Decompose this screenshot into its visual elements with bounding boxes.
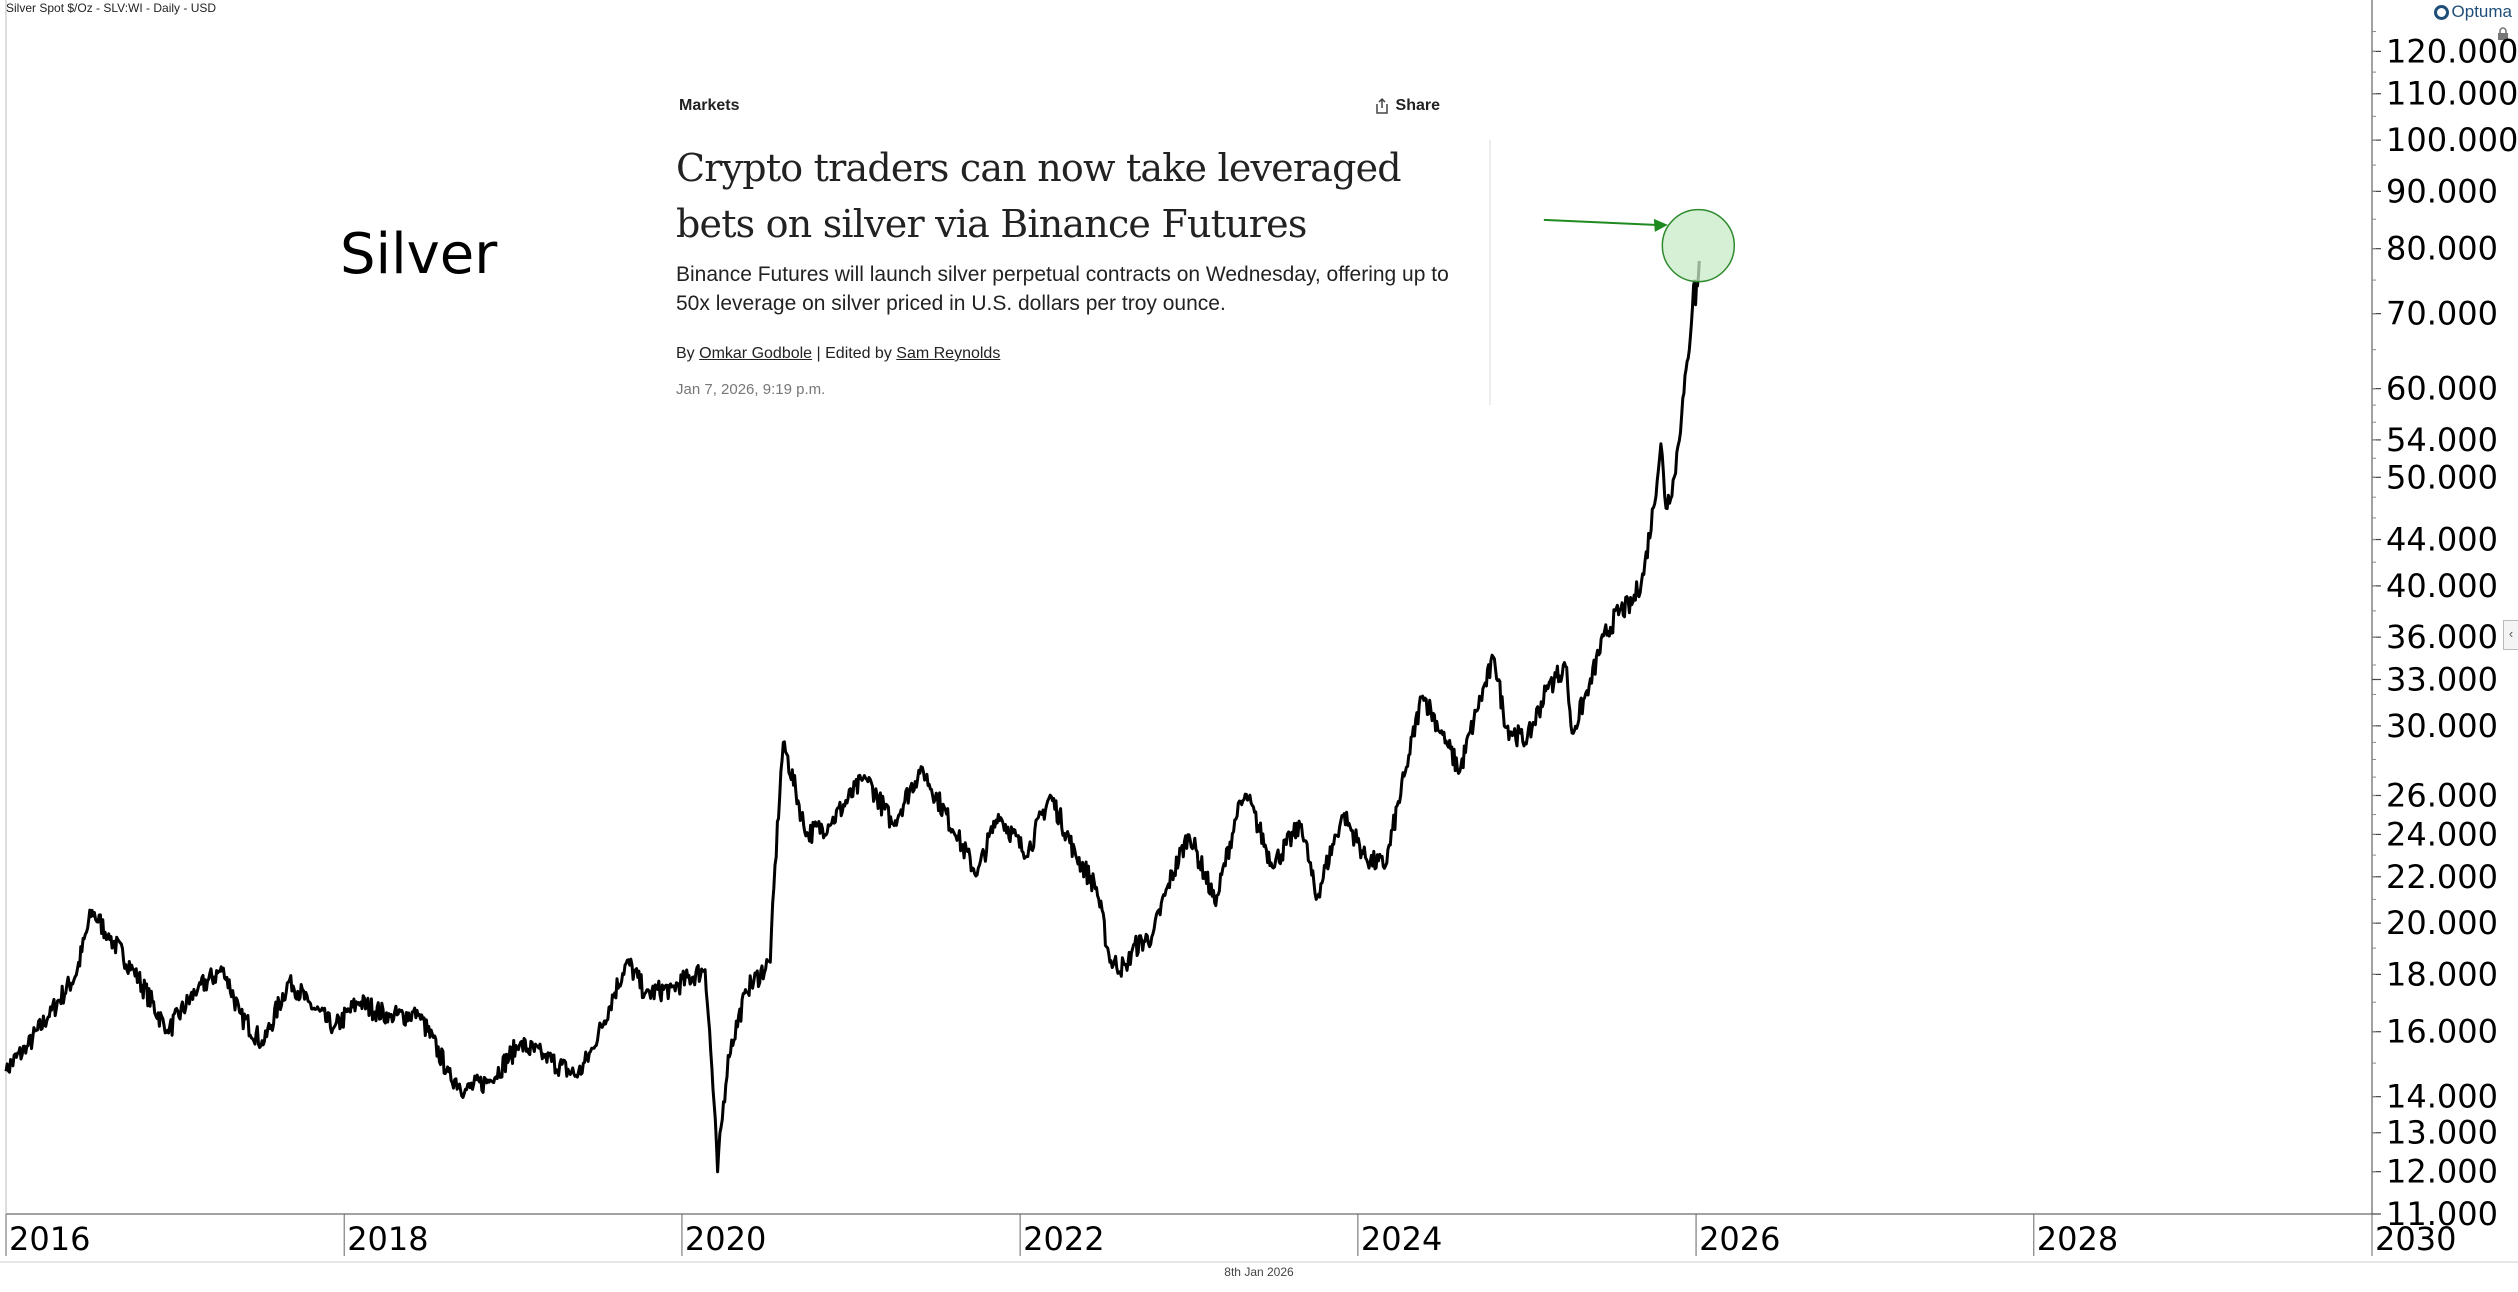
article-summary: Binance Futures will launch silver perpe… bbox=[676, 263, 1449, 315]
asset-label: Silver bbox=[340, 222, 498, 287]
x-axis: 2016 2018 2020 2022 2024 2026 2028 2030 bbox=[5, 1214, 2456, 1258]
article-date: Jan 7, 2026, 9:19 p.m. bbox=[676, 381, 826, 398]
share-icon bbox=[1375, 97, 1388, 114]
y-tick-label: 110.000 bbox=[2386, 75, 2518, 113]
y-tick-label: 40.000 bbox=[2386, 567, 2498, 605]
y-tick-label: 120.000 bbox=[2386, 32, 2518, 70]
byline-prefix: By bbox=[676, 345, 695, 362]
share-label: Share bbox=[1395, 97, 1440, 114]
footer-date: 8th Jan 2026 bbox=[1224, 1265, 1294, 1279]
y-tick-label: 90.000 bbox=[2386, 172, 2498, 210]
highlight-circle bbox=[1661, 208, 1736, 283]
brand-name: Optuma bbox=[2451, 2, 2512, 21]
price-series bbox=[4, 260, 1701, 1174]
y-tick-label: 100.000 bbox=[2386, 121, 2518, 159]
collapse-panel-chevron-icon[interactable]: ‹ bbox=[2503, 620, 2518, 650]
news-article-card: Markets Share Crypto traders can now tak… bbox=[676, 92, 1491, 404]
editor-prefix: | Edited by bbox=[816, 345, 892, 362]
x-tick-label: 2020 bbox=[685, 1220, 766, 1258]
y-tick-label: 24.000 bbox=[2386, 815, 2498, 853]
y-tick-label: 80.000 bbox=[2386, 230, 2498, 268]
y-tick-label: 14.000 bbox=[2386, 1078, 2498, 1116]
y-tick-label: 70.000 bbox=[2386, 295, 2498, 333]
share-button[interactable]: Share bbox=[1375, 97, 1440, 115]
y-tick-label: 20.000 bbox=[2386, 904, 2498, 942]
pointer-arrow-head bbox=[1653, 218, 1668, 232]
y-tick-label: 26.000 bbox=[2386, 776, 2498, 814]
y-tick-label: 54.000 bbox=[2386, 421, 2498, 459]
y-tick-label: 60.000 bbox=[2386, 370, 2498, 408]
x-tick-label: 2024 bbox=[1361, 1220, 1442, 1258]
y-tick-label: 12.000 bbox=[2386, 1153, 2498, 1191]
lock-icon[interactable] bbox=[2496, 27, 2510, 41]
article-headline: Crypto traders can now take leveraged be… bbox=[676, 146, 1402, 246]
y-tick-label: 36.000 bbox=[2386, 618, 2498, 656]
x-tick-label: 2016 bbox=[9, 1220, 90, 1258]
y-tick-label: 11.000 bbox=[2386, 1195, 2498, 1233]
x-tick-label: 2018 bbox=[347, 1220, 428, 1258]
plot-frame bbox=[0, 0, 2518, 1263]
article-divider bbox=[1489, 140, 1491, 405]
y-tick-label: 50.000 bbox=[2386, 458, 2498, 496]
y-tick-label: 22.000 bbox=[2386, 858, 2498, 896]
y-tick-label: 18.000 bbox=[2386, 955, 2498, 993]
x-tick-label: 2028 bbox=[2037, 1220, 2118, 1258]
y-tick-label: 30.000 bbox=[2386, 707, 2498, 745]
author-link[interactable]: Omkar Godbole bbox=[699, 345, 813, 362]
x-tick-label: 2022 bbox=[1023, 1220, 1104, 1258]
article-section-link[interactable]: Markets bbox=[679, 97, 740, 114]
silver-price-line bbox=[4, 260, 1701, 1174]
x-tick-label: 2030 bbox=[2375, 1220, 2456, 1258]
chart-annotations bbox=[1543, 208, 1736, 283]
y-tick-label: 33.000 bbox=[2386, 660, 2498, 698]
y-tick-label: 44.000 bbox=[2386, 521, 2498, 559]
pointer-arrow-line bbox=[1543, 218, 1656, 226]
article-byline: By Omkar Godbole | Edited by Sam Reynold… bbox=[676, 345, 1000, 363]
y-tick-label: 13.000 bbox=[2386, 1114, 2498, 1152]
y-tick-label: 16.000 bbox=[2386, 1013, 2498, 1051]
brand-logo: Optuma bbox=[2433, 2, 2512, 22]
x-tick-label: 2026 bbox=[1699, 1220, 1780, 1258]
optuma-logo-icon bbox=[2433, 4, 2449, 20]
editor-link[interactable]: Sam Reynolds bbox=[896, 345, 1001, 362]
chart-header-title: Silver Spot $/Oz - SLV:WI - Daily - USD bbox=[6, 1, 217, 15]
